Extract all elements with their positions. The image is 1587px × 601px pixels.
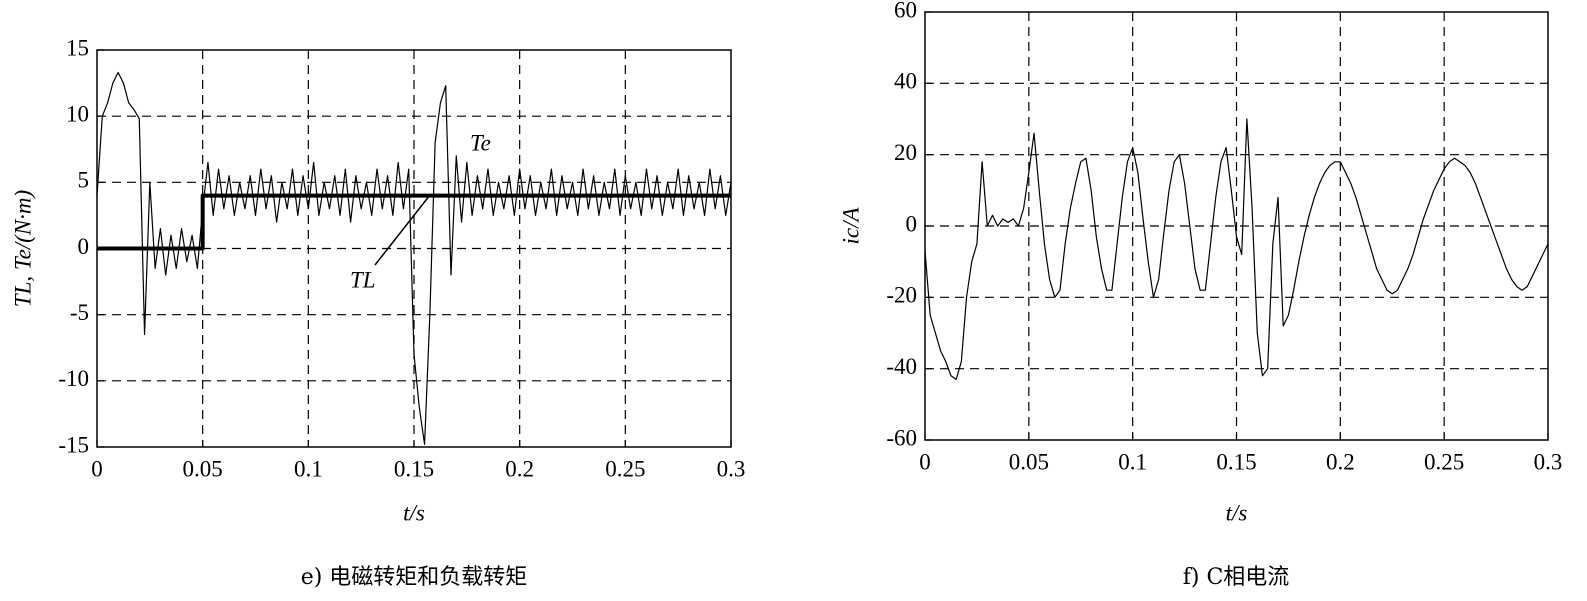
x-tick-label: 0.2 bbox=[1326, 449, 1355, 474]
leader-line bbox=[374, 194, 431, 266]
y-tick-label: -40 bbox=[886, 354, 917, 379]
x-axis-label: t/s bbox=[1226, 500, 1248, 525]
x-axis-label: t/s bbox=[403, 500, 425, 525]
y-tick-label: -60 bbox=[886, 425, 917, 450]
y-tick-label: 15 bbox=[66, 35, 89, 60]
x-tick-label: 0.1 bbox=[294, 456, 323, 481]
y-tick-label: 10 bbox=[66, 101, 89, 126]
y-tick-label: -5 bbox=[70, 300, 89, 325]
caption: e) 电磁转矩和负载转矩 bbox=[301, 565, 528, 590]
x-tick-label: 0.3 bbox=[1534, 449, 1563, 474]
y-tick-label: 20 bbox=[894, 140, 917, 165]
y-tick-label: 0 bbox=[78, 234, 90, 259]
line-series bbox=[924, 118, 1549, 380]
x-tick-label: 0.25 bbox=[1424, 449, 1464, 474]
x-tick-label: 0 bbox=[919, 449, 931, 474]
x-tick-label: 0.15 bbox=[1216, 449, 1256, 474]
y-axis-label: TL, Te/(N·m) bbox=[10, 190, 35, 307]
x-tick-label: 0 bbox=[91, 456, 103, 481]
x-tick-label: 0.1 bbox=[1118, 449, 1147, 474]
y-tick-label: 0 bbox=[906, 211, 918, 236]
series-annotation: Te bbox=[470, 130, 491, 155]
plot-frame bbox=[924, 11, 1549, 441]
y-tick-label: 40 bbox=[894, 69, 917, 94]
line-series bbox=[97, 193, 731, 251]
x-tick-label: 0.3 bbox=[717, 456, 746, 481]
y-tick-label: -15 bbox=[58, 432, 89, 457]
x-tick-label: 0.2 bbox=[505, 456, 534, 481]
x-tick-label: 0.05 bbox=[1009, 449, 1049, 474]
x-tick-label: 0.05 bbox=[183, 456, 223, 481]
y-axis-label: ic/A bbox=[838, 207, 863, 245]
caption: f) C相电流 bbox=[1183, 565, 1290, 590]
x-tick-label: 0.15 bbox=[394, 456, 434, 481]
series-annotation: TL bbox=[350, 267, 376, 292]
y-tick-label: 5 bbox=[78, 168, 90, 193]
x-tick-label: 0.25 bbox=[605, 456, 645, 481]
y-tick-label: 60 bbox=[894, 0, 917, 22]
y-tick-label: -10 bbox=[58, 366, 89, 391]
y-tick-label: -20 bbox=[886, 283, 917, 308]
